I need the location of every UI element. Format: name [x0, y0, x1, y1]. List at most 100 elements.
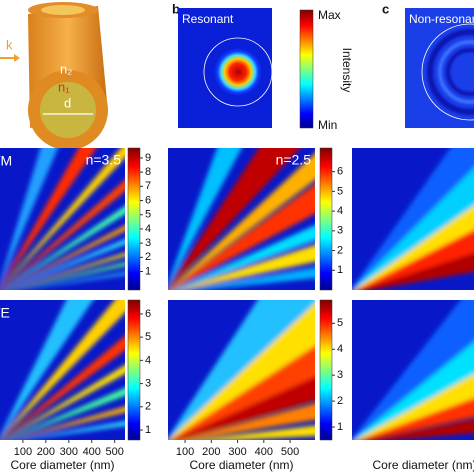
colorbar-tick-label: 4 [337, 343, 343, 355]
heatmap-band [5, 239, 125, 290]
x-axis-label: Core diameter (nm) [189, 458, 293, 472]
heatmap-band [353, 205, 474, 290]
colorbar-tick-label: 3 [145, 237, 151, 249]
colorbar-tick-label: 6 [145, 194, 151, 206]
heatmap-band [355, 374, 474, 440]
heatmap-band [0, 179, 125, 290]
colorbar [319, 299, 333, 441]
colorbar-tick-label: 2 [337, 244, 343, 256]
x-tick-label: 400 [255, 446, 273, 458]
heatmap-band [0, 300, 94, 439]
colorbar-tick-label: 7 [145, 180, 151, 192]
mode-label: TM [0, 153, 12, 169]
heatmap-band [5, 387, 125, 440]
heatmap: TE [0, 300, 125, 440]
colorbar-tick-label: 1 [145, 424, 151, 436]
heatmap-band [168, 300, 315, 440]
x-tick-label: 300 [60, 446, 78, 458]
heatmap-band [0, 300, 125, 440]
cladding-index: n₂ [60, 61, 72, 76]
heatmap-band [178, 403, 315, 440]
heatmap: n= [352, 148, 474, 290]
colorbar-max: Max [318, 8, 341, 22]
heatmap-band [360, 253, 474, 290]
colorbar-tick-label: 4 [145, 223, 151, 235]
colorbar-min: Min [318, 118, 337, 132]
field-map: Non-resonant [405, 8, 474, 128]
x-tick-label: 100 [176, 446, 194, 458]
heatmap-band [12, 262, 125, 290]
panel-letter: b [172, 1, 180, 16]
heatmap: n=2.5 [168, 148, 315, 290]
panel-title: Resonant [182, 12, 234, 26]
heatmap-band [358, 398, 474, 440]
heatmap-band [0, 148, 97, 289]
heatmap-band [0, 335, 125, 440]
x-tick-label: 400 [83, 446, 101, 458]
heatmap-band [9, 406, 125, 440]
heatmap-bands [0, 148, 125, 290]
wavevector-label: k [6, 37, 13, 52]
heatmap-band [18, 421, 125, 440]
colorbar [299, 9, 314, 129]
heatmap-band [172, 376, 315, 440]
heatmap-bands [352, 300, 474, 440]
colorbar-tick-label: 1 [145, 265, 151, 277]
colorbar-tick-label: 6 [145, 308, 151, 320]
heatmap-band [168, 153, 315, 290]
colorbar-tick-label: 5 [337, 185, 343, 197]
colorbar [127, 147, 141, 291]
colorbar-tick-label: 6 [337, 166, 343, 178]
heatmap-band [19, 272, 125, 290]
x-axis-label: Core diameter (nm) [372, 458, 474, 472]
index-label: n=3.5 [86, 152, 122, 168]
colorbar-tick-label: 5 [337, 317, 343, 329]
heatmap-band [168, 148, 301, 290]
x-tick-label: 300 [228, 446, 246, 458]
colorbar [127, 299, 141, 441]
colorbar-tick-label: 9 [145, 152, 151, 164]
heatmap-band [172, 225, 315, 290]
heatmap-band [1, 206, 125, 290]
heatmap-bands [0, 300, 125, 440]
heatmap [168, 300, 315, 440]
heatmap [352, 300, 474, 440]
panel-letter: c [382, 1, 389, 16]
colorbar-tick-label: 1 [337, 421, 343, 433]
colorbar-label: Intensity [340, 48, 354, 93]
heatmap-bands [168, 148, 315, 290]
heatmap-band [168, 303, 315, 440]
x-tick-label: 200 [37, 446, 55, 458]
heatmap-band [3, 225, 125, 290]
heatmap-band [196, 425, 315, 440]
x-tick-label: 200 [202, 446, 220, 458]
heatmap-band [176, 244, 315, 290]
x-tick-label: 100 [14, 446, 32, 458]
colorbar-tick-label: 5 [145, 209, 151, 221]
heatmap-band [2, 364, 125, 440]
heatmap-band [0, 148, 58, 285]
heatmap-band [170, 345, 315, 440]
heatmap-band [168, 148, 242, 287]
colorbar-tick-label: 5 [145, 331, 151, 343]
panel-title: Non-resonant [409, 12, 474, 26]
heatmap-band [352, 300, 474, 440]
core-outline [203, 37, 273, 107]
mode-label: TE [0, 305, 10, 321]
heatmap-band [355, 229, 474, 290]
diameter-label: d [64, 95, 71, 110]
index-label: n=2.5 [276, 152, 312, 168]
heatmap-band [0, 148, 125, 290]
heatmap-band [186, 267, 315, 290]
colorbar-tick-label: 4 [145, 354, 151, 366]
heatmap-band [8, 252, 125, 290]
core-index: n₁ [58, 79, 70, 94]
colorbar-tick-label: 3 [145, 377, 151, 389]
x-tick-label: 500 [105, 446, 123, 458]
fiber-sketch [0, 2, 108, 150]
heatmap-band [368, 419, 474, 440]
colorbar-tick-label: 8 [145, 166, 151, 178]
colorbar-tick-label: 3 [337, 369, 343, 381]
colorbar-tick-label: 2 [337, 395, 343, 407]
